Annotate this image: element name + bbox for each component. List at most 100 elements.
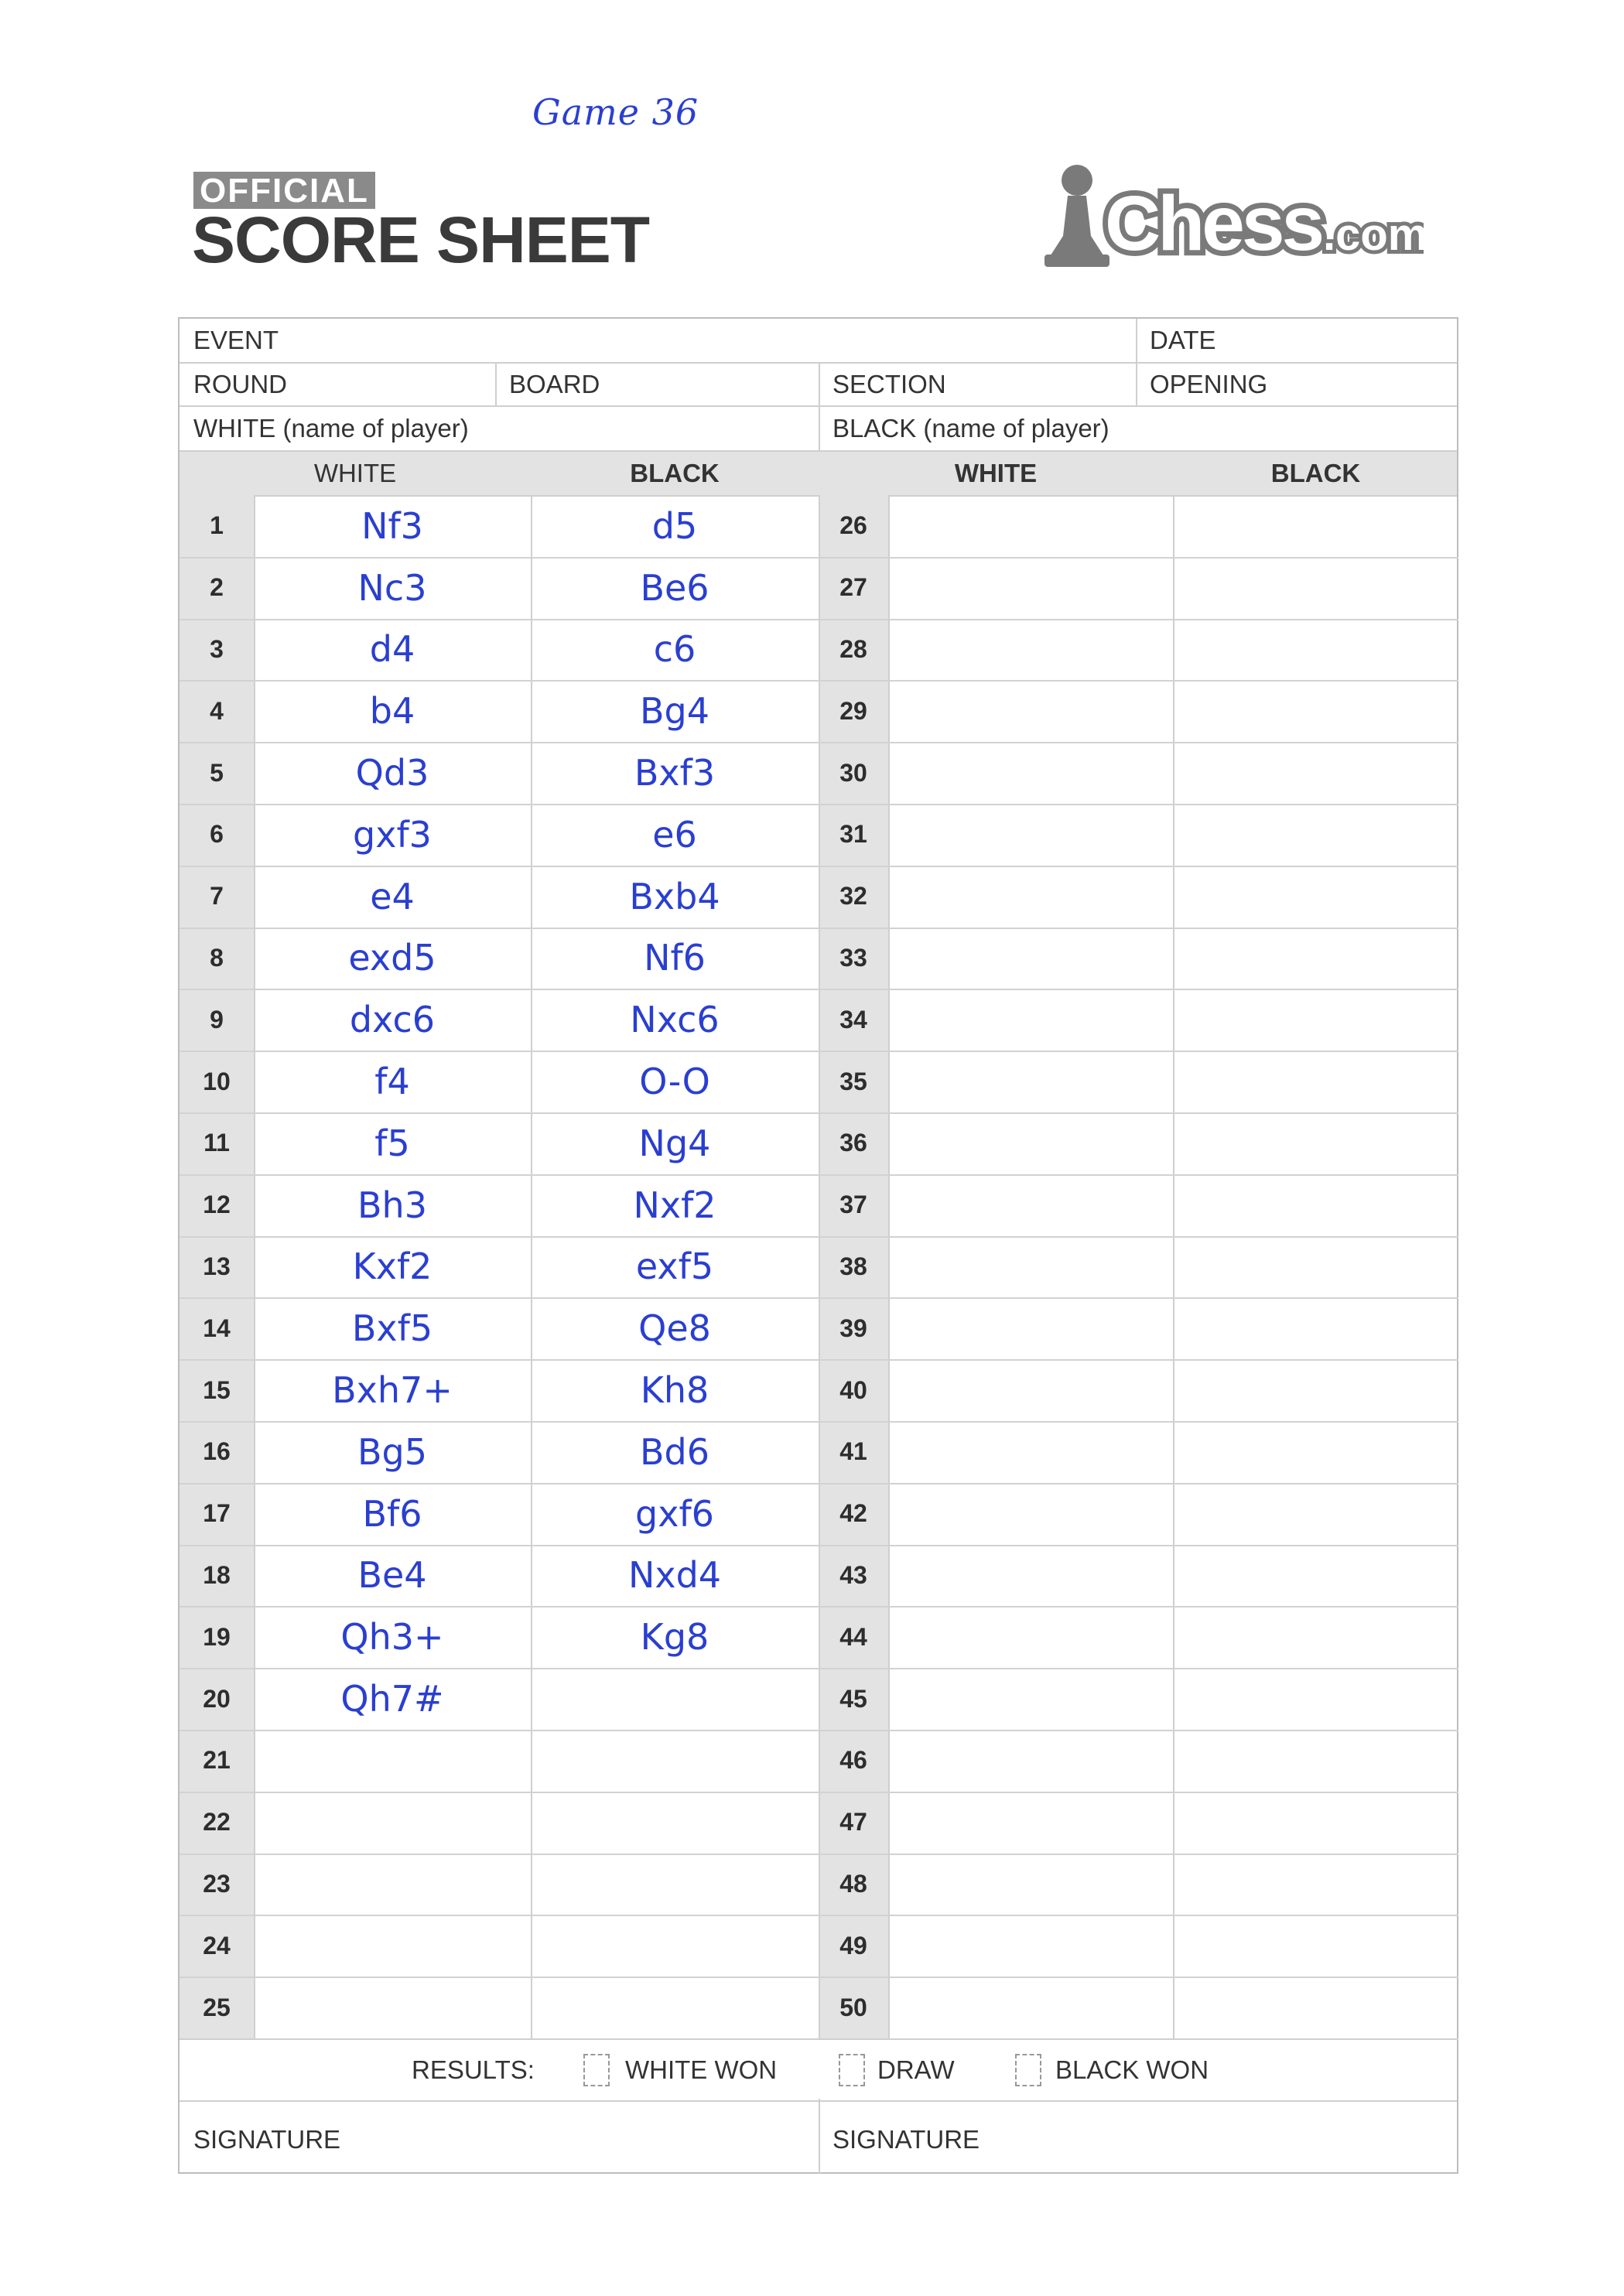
black-move[interactable]: Be6 bbox=[640, 566, 709, 609]
black-move[interactable]: Bd6 bbox=[639, 1430, 710, 1473]
white-move[interactable] bbox=[888, 1792, 1173, 1854]
black-move[interactable]: Qe8 bbox=[638, 1307, 711, 1350]
round-field[interactable]: ROUND bbox=[193, 370, 287, 398]
black-move[interactable] bbox=[1173, 619, 1458, 681]
white-won-checkbox[interactable] bbox=[583, 2054, 610, 2086]
white-move[interactable] bbox=[888, 1236, 1173, 1298]
black-move[interactable] bbox=[531, 1668, 819, 1730]
white-move[interactable] bbox=[254, 1792, 531, 1854]
black-move[interactable]: e6 bbox=[652, 813, 697, 856]
black-move[interactable] bbox=[1173, 1977, 1458, 2038]
white-move[interactable] bbox=[888, 1174, 1173, 1236]
black-move[interactable]: gxf6 bbox=[635, 1492, 714, 1535]
black-move[interactable] bbox=[1173, 1174, 1458, 1236]
black-move[interactable]: c6 bbox=[653, 628, 696, 671]
black-move[interactable] bbox=[1173, 928, 1458, 989]
black-move[interactable] bbox=[1173, 1854, 1458, 1915]
white-move[interactable] bbox=[254, 1915, 531, 1977]
black-move[interactable] bbox=[1173, 557, 1458, 619]
white-move[interactable]: f4 bbox=[374, 1061, 410, 1103]
white-player-field[interactable]: WHITE (name of player) bbox=[193, 414, 469, 442]
white-move[interactable] bbox=[888, 1606, 1173, 1668]
black-move[interactable] bbox=[1173, 1483, 1458, 1545]
white-move[interactable]: Bf6 bbox=[362, 1492, 422, 1535]
black-move[interactable] bbox=[1173, 866, 1458, 928]
white-move[interactable]: d4 bbox=[369, 628, 415, 671]
white-move[interactable]: dxc6 bbox=[349, 999, 436, 1041]
black-move[interactable] bbox=[1173, 1668, 1458, 1730]
white-move[interactable]: e4 bbox=[370, 875, 415, 917]
white-move[interactable] bbox=[888, 1297, 1173, 1359]
white-move[interactable] bbox=[888, 804, 1173, 866]
black-move[interactable]: Nxd4 bbox=[627, 1554, 722, 1597]
black-move[interactable]: Nf6 bbox=[644, 937, 706, 979]
black-move[interactable] bbox=[531, 1977, 819, 2038]
white-move[interactable] bbox=[888, 557, 1173, 619]
white-move[interactable] bbox=[888, 1051, 1173, 1112]
white-move[interactable]: Nc3 bbox=[357, 566, 427, 609]
black-move[interactable] bbox=[1173, 742, 1458, 804]
white-move[interactable] bbox=[888, 1915, 1173, 1977]
black-move[interactable] bbox=[1173, 1915, 1458, 1977]
white-move[interactable]: Bh3 bbox=[357, 1184, 427, 1226]
black-move[interactable] bbox=[1173, 495, 1458, 557]
black-won-checkbox[interactable] bbox=[1015, 2054, 1041, 2086]
signature-right[interactable]: SIGNATURE bbox=[833, 2125, 980, 2154]
black-move[interactable] bbox=[1173, 1236, 1458, 1298]
white-move[interactable] bbox=[888, 1545, 1173, 1607]
white-move[interactable] bbox=[254, 1730, 531, 1792]
black-move[interactable] bbox=[1173, 1792, 1458, 1854]
white-move[interactable]: Qh3+ bbox=[340, 1616, 444, 1659]
white-move[interactable] bbox=[888, 1854, 1173, 1915]
white-move[interactable] bbox=[254, 1977, 531, 2038]
white-move[interactable] bbox=[888, 495, 1173, 557]
white-move[interactable]: Nf3 bbox=[361, 504, 423, 547]
black-move[interactable] bbox=[1173, 1051, 1458, 1112]
white-move[interactable] bbox=[888, 1421, 1173, 1483]
black-player-field[interactable]: BLACK (name of player) bbox=[833, 414, 1109, 442]
signature-left[interactable]: SIGNATURE bbox=[193, 2125, 341, 2154]
black-move[interactable]: Nxc6 bbox=[630, 999, 720, 1041]
white-move[interactable] bbox=[888, 1112, 1173, 1174]
white-move[interactable] bbox=[888, 1668, 1173, 1730]
white-move[interactable] bbox=[888, 1977, 1173, 2038]
white-move[interactable]: Bg5 bbox=[357, 1430, 428, 1473]
black-move[interactable]: Ng4 bbox=[638, 1122, 711, 1164]
black-move[interactable]: O-O bbox=[639, 1061, 710, 1103]
black-move[interactable]: Kh8 bbox=[640, 1369, 709, 1412]
black-move[interactable] bbox=[1173, 1606, 1458, 1668]
black-move[interactable]: exf5 bbox=[635, 1245, 714, 1288]
black-move[interactable]: Bxf3 bbox=[634, 752, 716, 794]
white-move[interactable]: Be4 bbox=[357, 1554, 427, 1597]
white-move[interactable]: Qh7# bbox=[340, 1678, 444, 1720]
black-move[interactable] bbox=[1173, 1112, 1458, 1174]
white-move[interactable] bbox=[888, 928, 1173, 989]
white-move[interactable] bbox=[888, 619, 1173, 681]
white-move[interactable] bbox=[888, 1730, 1173, 1792]
black-move[interactable]: Nxf2 bbox=[633, 1184, 716, 1226]
black-move[interactable]: Kg8 bbox=[640, 1616, 709, 1659]
black-move[interactable] bbox=[531, 1915, 819, 1977]
white-move[interactable]: Kxf2 bbox=[352, 1245, 432, 1288]
black-move[interactable] bbox=[1173, 1297, 1458, 1359]
event-field[interactable]: EVENT bbox=[193, 326, 279, 354]
white-move[interactable]: f5 bbox=[374, 1122, 410, 1164]
black-move[interactable] bbox=[531, 1854, 819, 1915]
black-move[interactable] bbox=[1173, 1730, 1458, 1792]
white-move[interactable]: gxf3 bbox=[353, 813, 432, 856]
black-move[interactable] bbox=[1173, 989, 1458, 1051]
white-move[interactable]: Bxf5 bbox=[351, 1307, 433, 1350]
black-move[interactable] bbox=[531, 1730, 819, 1792]
draw-checkbox[interactable] bbox=[839, 2054, 865, 2086]
black-move[interactable] bbox=[531, 1792, 819, 1854]
black-move[interactable] bbox=[1173, 1359, 1458, 1421]
opening-field[interactable]: OPENING bbox=[1150, 370, 1268, 398]
white-move[interactable]: exd5 bbox=[348, 937, 436, 979]
white-move[interactable] bbox=[888, 866, 1173, 928]
black-move[interactable] bbox=[1173, 1545, 1458, 1607]
section-field[interactable]: SECTION bbox=[833, 370, 946, 398]
black-move[interactable] bbox=[1173, 680, 1458, 742]
white-move[interactable]: Bxh7+ bbox=[332, 1369, 453, 1412]
black-move[interactable] bbox=[1173, 1421, 1458, 1483]
board-field[interactable]: BOARD bbox=[509, 370, 600, 398]
